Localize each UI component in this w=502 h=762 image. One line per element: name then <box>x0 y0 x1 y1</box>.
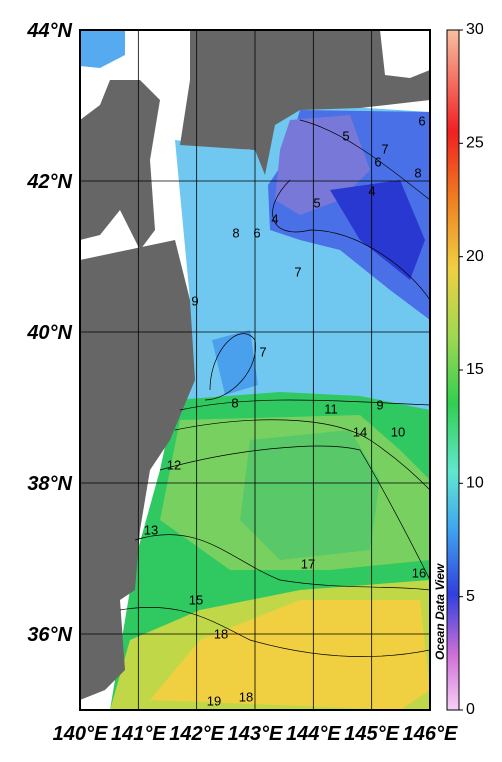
contour-label: 9 <box>191 293 198 308</box>
lat-label: 40°N <box>26 322 72 344</box>
colorbar-tick-label: 10 <box>466 475 484 492</box>
contour-label: 17 <box>301 556 315 571</box>
lon-label: 140°E <box>53 723 108 745</box>
lon-label: 143°E <box>228 723 283 745</box>
contour-label: 14 <box>353 424 367 439</box>
map-frame <box>79 29 431 711</box>
contour-label: 13 <box>144 522 158 537</box>
contour-label: 19 <box>207 693 221 708</box>
map-field <box>80 30 430 710</box>
contour-label: 6 <box>418 113 425 128</box>
contour-label: 16 <box>412 565 426 580</box>
contour-label: 11 <box>324 401 338 416</box>
colorbar <box>446 29 460 711</box>
contour-label: 7 <box>294 264 301 279</box>
contour-label: 18 <box>239 689 253 704</box>
contour-lines <box>119 119 430 657</box>
graticule <box>80 30 430 710</box>
contour-label: 18 <box>214 626 228 641</box>
contour-label: 7 <box>381 141 388 156</box>
contour-label: 4 <box>271 211 278 226</box>
contour-label: 6 <box>253 225 260 240</box>
contour-label: 5 <box>313 195 320 210</box>
lon-label: 146°E <box>403 723 458 745</box>
lat-label: 36°N <box>27 624 72 646</box>
axes: 140°E 141°E 142°E 143°E 144°E 145°E 146°E 44°N 4… <box>26 20 484 745</box>
colorbar-tick-label: 5 <box>466 588 475 605</box>
contour-label: 7 <box>259 344 266 359</box>
lon-label: 144°E <box>286 723 341 745</box>
lon-label: 141°E <box>111 723 166 745</box>
contour-label: 9 <box>376 397 383 412</box>
lon-label: 142°E <box>169 723 224 745</box>
contour-label: 6 <box>374 154 381 169</box>
contour-label: 5 <box>342 128 349 143</box>
contour-label: 8 <box>414 165 421 180</box>
colorbar-tick-label: 0 <box>466 701 475 718</box>
lat-label: 44°N <box>26 20 72 42</box>
lon-label: 145°E <box>344 723 399 745</box>
watermark: Ocean Data View <box>433 563 447 660</box>
contour-labels: 5 7 6 8 6 4 5 4 6 8 7 9 7 8 11 9 14 10 1… <box>144 113 426 708</box>
lat-label: 42°N <box>26 171 72 193</box>
colorbar-tick-label: 30 <box>466 21 484 38</box>
contour-label: 10 <box>391 424 405 439</box>
contour-label: 15 <box>189 592 203 607</box>
colorbar-tick-label: 15 <box>466 361 484 378</box>
colorbar-tick-label: 20 <box>466 248 484 265</box>
lat-label: 38°N <box>27 473 72 495</box>
contour-label: 8 <box>232 225 239 240</box>
contour-label: 12 <box>167 457 181 472</box>
colorbar-tick-label: 25 <box>466 135 484 152</box>
contour-label: 8 <box>231 395 238 410</box>
contour-label: 4 <box>368 183 375 198</box>
